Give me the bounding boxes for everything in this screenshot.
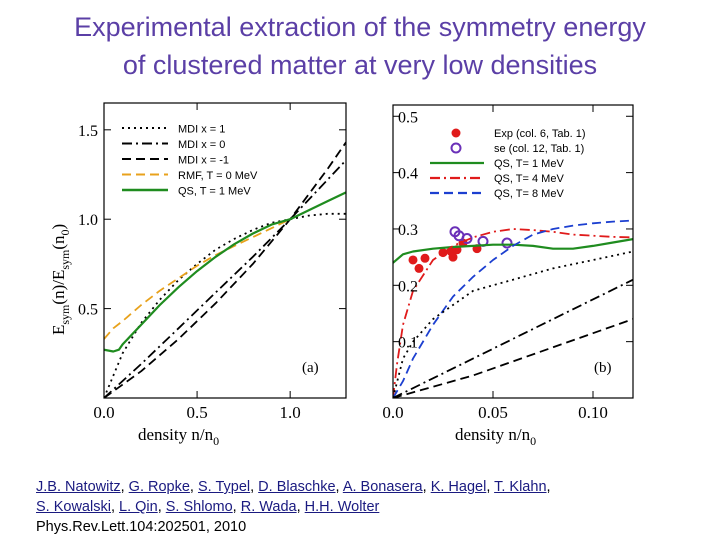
y-tick-label: 0.4 (398, 166, 418, 183)
x-axis-label-text: density n/n (138, 425, 214, 444)
data-point (461, 233, 473, 245)
panel-label: (a) (302, 360, 319, 376)
y-axis-label-part: (n)/E (49, 270, 68, 305)
legend-label: QS, T = 1 MeV (178, 186, 251, 198)
legend: Exp (col. 6, Tab. 1) se (col. 12, Tab. 1)… (430, 128, 586, 200)
panel-b: 0.0 0.05 0.10 0.1 0.2 0.3 0.4 0.5 (b) density n/n… (382, 104, 634, 448)
series-line (104, 141, 346, 398)
x-tick-label: 0.0 (93, 403, 114, 422)
y-tick-label: 1.5 (78, 123, 98, 140)
y-tick-label: 0.2 (398, 278, 418, 295)
author-link[interactable]: R. Wada (240, 499, 297, 515)
author-link[interactable]: G. Ropke (128, 479, 190, 495)
plot-frame (103, 102, 347, 399)
author-link[interactable]: A. Bonasera (342, 479, 423, 495)
series-line (104, 218, 291, 340)
series-line (104, 191, 346, 353)
author-link[interactable]: T. Klahn (494, 479, 547, 495)
legend-label: RMF, T = 0 MeV (178, 170, 258, 182)
legend-label: MDI x = 1 (178, 124, 225, 136)
y-tick-label: 0.1 (398, 335, 418, 352)
panel-label: (b) (594, 360, 612, 376)
x-axis-label-subscript: 0 (530, 434, 536, 448)
series-line (393, 238, 633, 264)
series-line (393, 318, 633, 398)
y-tick-label: 1.0 (78, 212, 98, 229)
x-tick-label: 0.10 (578, 403, 608, 422)
author-link[interactable]: D. Blaschke (258, 479, 336, 495)
series-line (104, 159, 346, 398)
y-axis-label-part: E (49, 325, 68, 335)
data-point (448, 252, 458, 262)
data-point (501, 237, 513, 249)
author-link[interactable]: H.H. Wolter (304, 499, 380, 515)
y-axis-label: Esym(n)/Esym(n0) (49, 224, 72, 335)
legend-label: QS, T= 8 MeV (494, 188, 564, 200)
authors-line-1: J.B. Natowitz, G. Ropke, S. Typel, D. Bl… (36, 479, 551, 495)
legend-label: MDI x = 0 (178, 139, 225, 151)
author-link[interactable]: K. Hagel (430, 479, 487, 495)
author-link[interactable]: S. Kowalski (36, 499, 111, 515)
legend-label: MDI x = -1 (178, 155, 229, 167)
legend-label: QS, T= 4 MeV (494, 173, 564, 185)
x-tick-label: 0.0 (382, 403, 403, 422)
figure: 0.0 0.5 1.00.51.01.5(a)density n/n0Esym(n)… (49, 102, 634, 448)
plot-area (393, 219, 633, 398)
author-link[interactable]: L. Qin (119, 499, 158, 515)
legend-label: QS, T= 1 MeV (494, 158, 564, 170)
plot-frame (392, 104, 634, 399)
panel-a: 0.0 0.5 1.00.51.01.5(a)density n/n0Esym(n)… (49, 102, 347, 448)
y-tick-label: 0.3 (398, 222, 418, 239)
y-axis-label-part: sym (58, 249, 72, 270)
plot-area (104, 141, 346, 398)
y-axis-label-part: sym (58, 304, 72, 325)
series-line (393, 228, 633, 398)
legend: MDI x = 1 MDI x = 0 MDI x = -1 RMF, T = 0 M… (122, 124, 258, 198)
x-axis-label: density n/n0 (138, 425, 219, 448)
author-link[interactable]: S. Typel (197, 479, 251, 495)
x-tick-label: 1.0 (280, 403, 301, 422)
author-link[interactable]: S. Shlomo (165, 499, 233, 515)
authors-line-2: S. Kowalski, L. Qin, S. Shlomo, R. Wada,… (36, 499, 380, 515)
y-axis-label-part: (n (49, 235, 68, 250)
legend-label: Exp (col. 6, Tab. 1) (494, 128, 586, 140)
legend-swatch (451, 128, 461, 138)
series-line (393, 219, 633, 398)
y-axis-label-part: 0 (58, 229, 72, 235)
data-point (420, 253, 430, 263)
x-axis-label: density n/n0 (455, 425, 536, 448)
y-axis-label-part: ) (49, 224, 68, 230)
data-point (408, 255, 418, 265)
citation: Phys.Rev.Lett.104:202501, 2010 (36, 519, 247, 535)
y-tick-label: 0.5 (78, 302, 98, 319)
legend-swatch (450, 142, 462, 154)
data-point (414, 263, 424, 273)
slide-title-line-2: of clustered matter at very low densitie… (122, 50, 598, 80)
x-axis-label-subscript: 0 (213, 434, 219, 448)
slide-title-line-1: Experimental extraction of the symmetry … (74, 12, 646, 42)
series-line (393, 278, 633, 398)
x-tick-label: 0.05 (478, 403, 508, 422)
legend-label: se (col. 12, Tab. 1) (494, 143, 584, 155)
series-line (393, 250, 633, 398)
series-line (104, 212, 346, 398)
x-tick-label: 0.5 (186, 403, 207, 422)
x-axis-label-text: density n/n (455, 425, 531, 444)
y-tick-label: 0.5 (398, 109, 418, 126)
author-link[interactable]: J.B. Natowitz (36, 479, 121, 495)
